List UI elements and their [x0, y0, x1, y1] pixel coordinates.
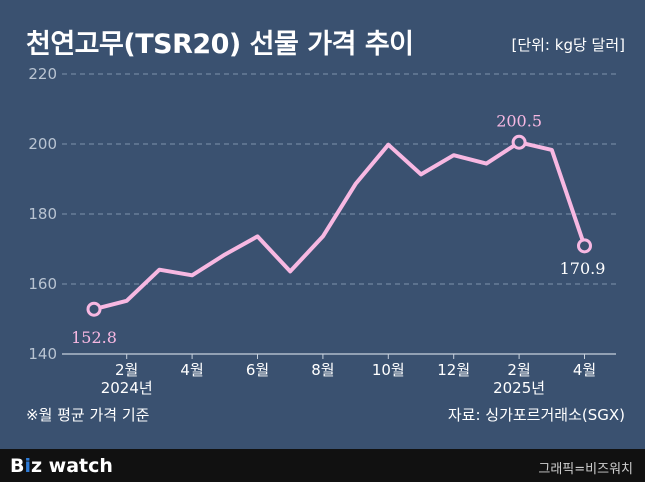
unit-label: [단위: kg당 달러]: [511, 36, 625, 54]
average-note: ※월 평균 가격 기준: [26, 406, 150, 424]
y-tick-label: 200: [28, 135, 57, 153]
x-tick-label: 8월: [311, 361, 334, 379]
highlight-markers: [86, 134, 592, 317]
price-series-line: [92, 140, 587, 312]
bizwatch-logo: Biz watch: [10, 455, 113, 477]
data-label: 152.8: [71, 328, 117, 347]
source-label: 자료: 싱가포르거래소(SGX): [447, 406, 625, 424]
grid-lines: [62, 73, 616, 359]
data-point-marker: [511, 134, 527, 150]
data-point-marker: [86, 301, 102, 317]
data-label: 170.9: [560, 259, 606, 278]
x-year-label: 2025년: [493, 379, 545, 397]
x-tick-label: 2월: [115, 361, 138, 379]
x-tick-label: 6월: [246, 361, 269, 379]
data-point-marker: [577, 238, 592, 254]
x-tick-label: 10월: [372, 361, 405, 379]
brand-footer: Biz watch 그래픽=비즈워치: [0, 449, 645, 482]
x-tick-label: 4월: [180, 361, 203, 379]
x-tick-label: 12월: [437, 361, 470, 379]
x-year-label: 2024년: [101, 379, 153, 397]
y-tick-label: 160: [28, 275, 57, 293]
data-labels: 152.8 200.5 170.9: [71, 111, 605, 347]
y-axis-labels: 140 160 180 200 220: [28, 65, 57, 363]
y-tick-label: 180: [28, 205, 57, 223]
x-tick-label: 2월: [507, 361, 530, 379]
graphic-credit: 그래픽=비즈워치: [538, 462, 633, 477]
y-tick-label: 220: [28, 65, 57, 83]
x-tick-label: 4월: [573, 361, 596, 379]
data-label: 200.5: [496, 111, 542, 130]
chart-title: 천연고무(TSR20) 선물 가격 추이: [26, 29, 414, 60]
y-tick-label: 140: [28, 345, 57, 363]
